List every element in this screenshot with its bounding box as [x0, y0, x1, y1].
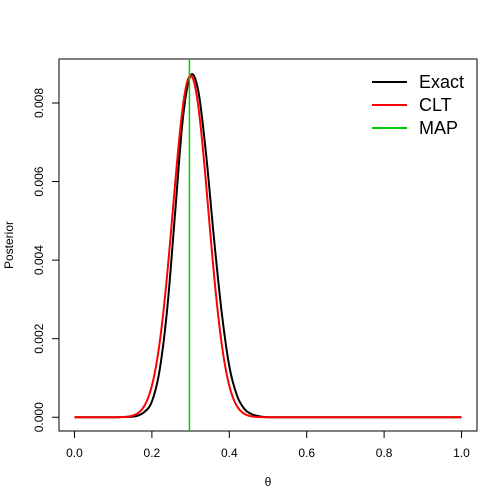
y-tick-label: 0.004	[32, 245, 46, 275]
x-tick-label: 0.6	[298, 446, 315, 460]
legend-label-clt: CLT	[419, 95, 452, 115]
x-tick-label: 0.0	[66, 446, 83, 460]
x-tick-label: 0.2	[144, 446, 161, 460]
series-exact-line	[74, 73, 462, 419]
y-tick-label: 0.008	[32, 88, 46, 118]
x-tick-label: 1.0	[453, 446, 470, 460]
y-axis-title: Posterior	[2, 221, 16, 269]
plot-frame	[58, 58, 478, 432]
y-tick-label: 0.002	[32, 323, 46, 353]
x-tick-label: 0.8	[376, 446, 393, 460]
legend: Exact CLT MAP	[372, 72, 464, 138]
x-tick-label: 0.4	[221, 446, 238, 460]
y-axis: 0.000 0.002 0.004 0.006 0.008	[32, 88, 60, 432]
legend-label-exact: Exact	[419, 72, 464, 92]
series-clt-line	[74, 74, 462, 419]
plot-lines	[74, 59, 462, 431]
legend-label-map: MAP	[419, 118, 458, 138]
y-tick-label: 0.000	[32, 402, 46, 432]
y-tick-label: 0.006	[32, 166, 46, 196]
x-axis: 0.0 0.2 0.4 0.6 0.8 1.0	[66, 430, 470, 460]
x-axis-title: θ	[265, 475, 272, 489]
